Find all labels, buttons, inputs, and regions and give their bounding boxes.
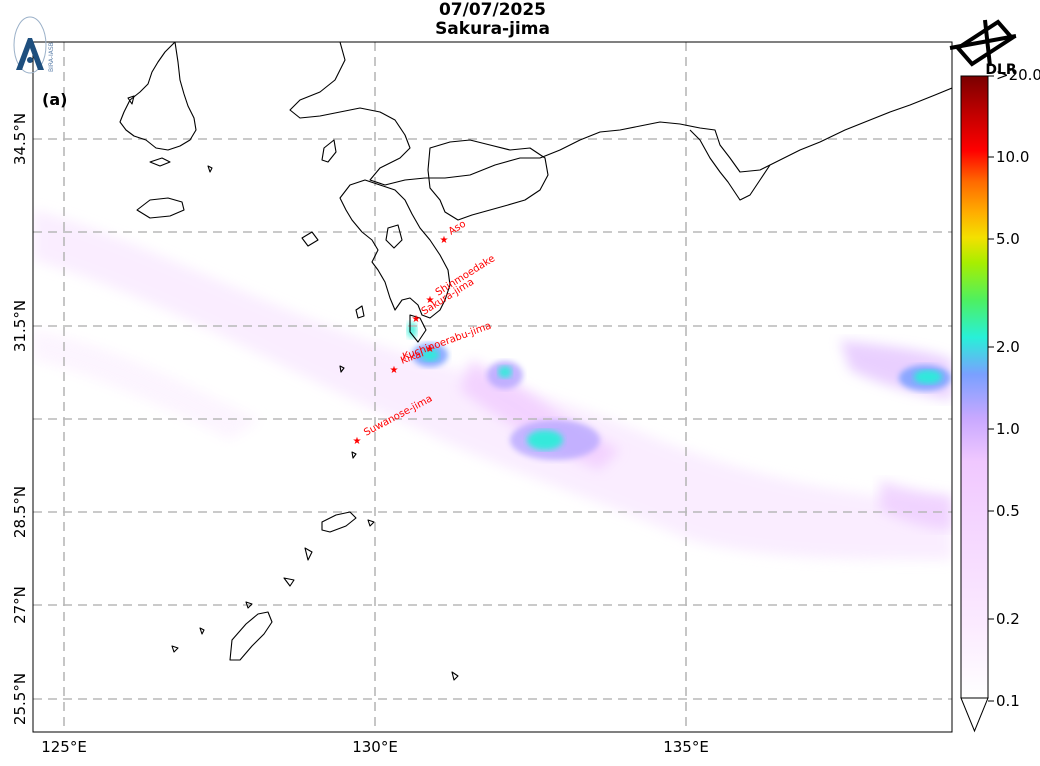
volcano-marker-suwanose: ★ [353, 436, 362, 447]
colorbar-label-0-2: 0.2 [996, 610, 1020, 628]
colorbar-gradient [960, 75, 989, 699]
lon-label-135: 135°E [663, 738, 709, 756]
volcano-marker-sakurajima: ★ [412, 314, 421, 325]
colorbar-label-max: >20.0 [996, 66, 1040, 84]
volcano-marker-kikai: ★ [426, 344, 435, 355]
lon-label-130: 130°E [352, 738, 398, 756]
colorbar-label-2: 2.0 [996, 338, 1020, 356]
date-title: 07/07/2025 [438, 0, 547, 20]
coastlines [119, 42, 952, 681]
colorbar-label-0-5: 0.5 [996, 502, 1020, 520]
colorbar-label-5: 5.0 [996, 230, 1020, 248]
lat-label-25-5: 25.5°N [11, 673, 29, 725]
lon-label-125: 125°E [41, 738, 87, 756]
colorbar-label-10: 10.0 [996, 148, 1029, 166]
lat-label-28-5: 28.5°N [11, 486, 29, 538]
so2-plume [33, 210, 952, 560]
dlr-logo-text: DLR [985, 62, 1017, 78]
dlr-logo: DLR [949, 19, 1017, 78]
colorbar: >20.0 10.0 5.0 2.0 1.0 0.5 0.2 0.1 [960, 66, 1040, 733]
title-block: 07/07/2025 Sakura-jima [0, 0, 985, 39]
colorbar-extend-triangle [960, 697, 989, 733]
colorbar-label-1: 1.0 [996, 420, 1020, 438]
gridlines [33, 42, 952, 732]
colorbar-ticks [988, 75, 994, 702]
lat-label-27: 27°N [11, 586, 29, 624]
bira-iasb-logo: BIRA-IASB [13, 16, 55, 74]
lat-label-31-5: 31.5°N [11, 300, 29, 352]
volcano-marker-shinmoedake: ★ [426, 295, 435, 306]
volcano-marker-aso: ★ [440, 235, 449, 246]
volcano-marker-kuchinoerabu: ★ [390, 365, 399, 376]
panel-label: (a) [42, 90, 67, 109]
lat-label-34-5: 34.5°N [11, 113, 29, 165]
map-frame [32, 41, 953, 733]
volcano-title: Sakura-jima [435, 19, 550, 39]
colorbar-label-0-1: 0.1 [996, 692, 1020, 710]
bira-logo-text: BIRA-IASB [48, 42, 55, 72]
